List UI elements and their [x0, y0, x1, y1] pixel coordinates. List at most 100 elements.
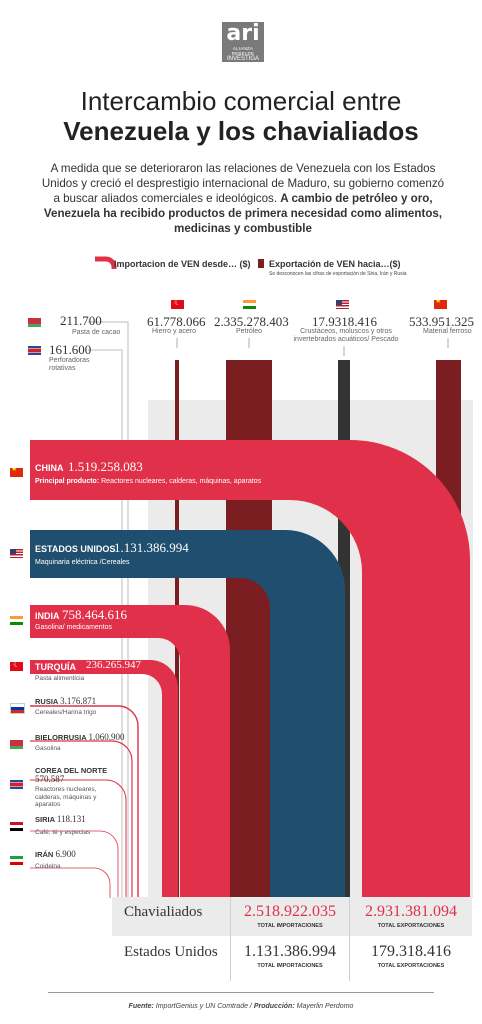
import-product-turkey: Pasta alimenticia	[35, 675, 85, 682]
india-flag-icon	[243, 300, 256, 309]
footer-produccion: Mayerlin Perdomo	[296, 1003, 354, 1010]
import-value-belarus: 1.060.900	[88, 732, 125, 742]
import-country-india: INDIA	[35, 611, 60, 621]
import-value-china: 1.519.258.083	[68, 459, 143, 474]
import-product-india: Gasolina/ medicamentos	[35, 624, 113, 631]
syria-flag-icon	[10, 822, 23, 831]
totals-exports-caption-2: TOTAL EXPORTACIONES	[377, 963, 445, 969]
footer-fuente: ImportGenius y UN Comtrade	[155, 1003, 248, 1010]
import-value-nkorea: 570.587	[35, 774, 65, 784]
sankey-chart	[30, 321, 473, 898]
totals-label-eeuu: Estados Unidos	[124, 944, 218, 960]
north-korea-import-flag-icon	[10, 780, 23, 789]
totals-exports-eeuu: 179.318.416	[371, 943, 451, 960]
totals-exports-caption-1: TOTAL EXPORTACIONES	[377, 923, 445, 929]
import-country-nkorea-name: COREA DEL NORTE	[35, 766, 108, 775]
import-country-turkey: TURQUÍA	[35, 662, 76, 672]
china-flag-icon: ★	[434, 300, 447, 309]
import-country-nkorea: COREA DEL NORTE 570.587	[35, 766, 125, 784]
import-country-syria-name: SIRIA	[35, 815, 55, 824]
flow-line-iran	[30, 867, 111, 898]
flow-line-nkorea	[30, 779, 127, 898]
footer-credits: Fuente: ImportGenius y UN Comtrade / Pro…	[128, 1003, 354, 1010]
import-country-iran-name: IRÁN	[35, 850, 54, 859]
turkey-flag-icon: ☾	[171, 300, 184, 309]
export-product-usa: Crustáceos, moluscos y otros invertebrad…	[293, 328, 399, 343]
totals-row-2-bg	[112, 936, 472, 981]
china-import-flag-icon: ★	[10, 468, 23, 477]
belarus-flag-icon	[28, 318, 41, 327]
export-value-china: 533.951.325	[409, 314, 474, 329]
footer-fuente-label: Fuente:	[128, 1003, 154, 1010]
export-product-india: Petróleo	[236, 328, 263, 335]
import-product-china: Principal producto: Reactores nucleares,…	[35, 478, 261, 485]
leader-line-belarus	[88, 321, 129, 898]
import-country-iran: IRÁN 6.900	[35, 850, 76, 860]
import-value-turkey: 236.265.947	[86, 659, 141, 671]
import-value-usa: 1.131.386.994	[114, 540, 189, 555]
flow-china	[30, 440, 470, 898]
totals-imports-eeuu: 1.131.386.994	[244, 943, 336, 960]
import-product-nkorea: Reactores nucleares, calderas, máquinas …	[35, 786, 97, 808]
flow-line-syria	[30, 830, 119, 898]
import-product-iran: Coidelna	[35, 863, 61, 870]
intro-bold: A cambio de petróleo y oro, Venezuela ha…	[43, 192, 443, 235]
flow-india	[30, 605, 230, 898]
export-product-turkey: Hierro y acero	[152, 328, 196, 335]
footer-produccion-label: Producción:	[253, 1003, 295, 1010]
import-product-syria: Café, té y especias	[35, 829, 91, 836]
flow-turkey	[30, 660, 178, 898]
legend-export-label: Exportación de VEN hacia…($)	[269, 259, 401, 269]
logo-subtext: ALIANZA REBELDE	[231, 46, 255, 56]
footer-rule	[48, 992, 434, 993]
export-product-china: Material ferroso	[423, 328, 472, 335]
small-export-value-1: 211.700	[60, 313, 102, 328]
import-value-india: 758.464.616	[62, 607, 127, 622]
leader-line-nkorea	[88, 349, 123, 898]
import-country-syria: SIRIA 118.131	[35, 814, 86, 825]
totals-divider-1	[230, 897, 231, 981]
totals-imports-chavialiados: 2.518.922.035	[244, 903, 336, 920]
usa-import-flag-icon	[10, 549, 23, 558]
import-country-belarus-name: BIELORRUSIA	[35, 733, 87, 742]
small-export-product-1: Pasta de cacao	[72, 329, 121, 336]
totals-divider-2	[349, 897, 350, 981]
logo-subtext-2: INVESTIGA	[226, 56, 259, 62]
import-country-usa: ESTADOS UNIDOS	[35, 544, 116, 554]
title-line2: Venezuela y los chavialiados	[63, 116, 419, 146]
intro-paragraph: A medida que se deterioraron las relacio…	[38, 161, 448, 236]
totals-label-chavialiados: Chavialiados	[124, 904, 203, 920]
totals-imports-caption-1: TOTAL IMPORTACIONES	[257, 923, 323, 929]
small-export-value-2: 161.600	[49, 342, 92, 357]
totals-exports-chavialiados: 2.931.381.094	[365, 903, 457, 920]
belarus-import-flag-icon	[10, 740, 23, 749]
import-country-china: CHINA	[35, 463, 64, 473]
intro-normal: A medida que se deterioraron las relacio…	[41, 162, 445, 205]
north-korea-flag-icon	[28, 346, 41, 355]
india-import-flag-icon	[10, 616, 23, 625]
totals-row-1-bg	[112, 897, 472, 942]
export-value-usa: 17.9318.416	[312, 314, 377, 329]
turkey-import-flag-icon: ☾	[10, 662, 23, 671]
small-export-product-2: Perforadoras rotativas	[49, 357, 90, 372]
totals-imports-caption-2: TOTAL IMPORTACIONES	[257, 963, 323, 969]
legend-import-label: Importacion de VEN desde… ($)	[114, 259, 251, 269]
import-product-usa: Maquinaria eléctrica /Cereales	[35, 559, 130, 566]
export-legend-icon	[258, 259, 264, 268]
export-value-india: 2.335.278.403	[214, 314, 289, 329]
import-value-syria: 118.131	[56, 814, 86, 824]
legend-export-note: Se desconocen las cifras de exportación …	[269, 271, 407, 277]
ari-logo: ari ALIANZA REBELDE INVESTIGA	[222, 22, 264, 62]
logo-text: ari	[226, 21, 260, 46]
flow-line-belarus	[30, 740, 133, 898]
russia-flag-icon	[10, 703, 25, 714]
import-value-russia: 3.176.871	[60, 696, 97, 706]
import-product-text-china: Reactores nucleares, calderas, máquinas,…	[101, 478, 262, 485]
iran-flag-icon	[10, 856, 23, 865]
export-value-turkey: 61.778.066	[147, 314, 206, 329]
usa-flag-icon	[336, 300, 349, 309]
import-product-russia: Cereales/Harina trigo	[35, 709, 97, 716]
import-product-belarus: Gasolina	[35, 745, 61, 752]
title-line1: Intercambio comercial entre	[80, 86, 402, 116]
import-legend-icon	[95, 256, 117, 269]
